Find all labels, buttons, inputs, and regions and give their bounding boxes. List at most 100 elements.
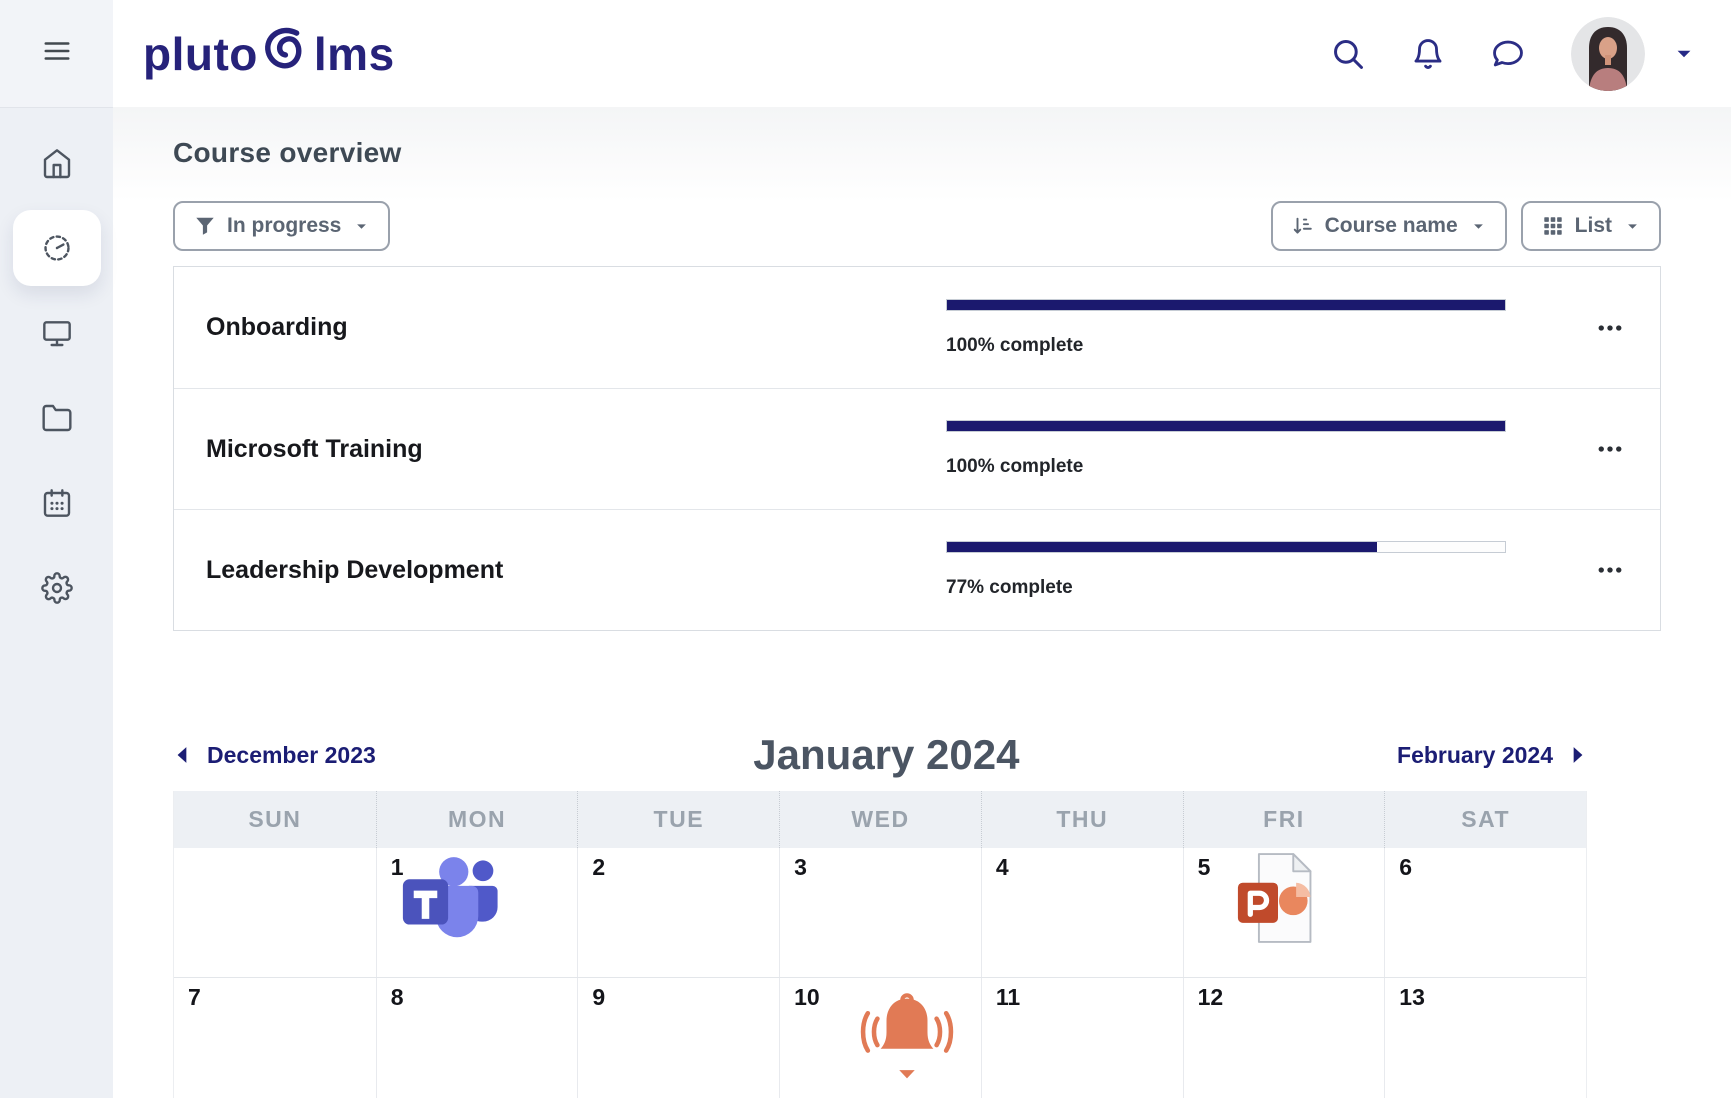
calendar-day-cell[interactable]: 9 xyxy=(577,978,779,1098)
search-icon[interactable] xyxy=(1331,37,1365,71)
course-options-kebab-icon[interactable] xyxy=(1596,556,1624,584)
calendar-prev-month-link[interactable]: December 2023 xyxy=(173,742,376,769)
progress-bar-track xyxy=(946,420,1506,432)
calendar-next-month-link[interactable]: February 2024 xyxy=(1397,742,1587,769)
course-name-link[interactable]: Onboarding xyxy=(206,313,348,341)
course-row[interactable]: Onboarding 100% complete xyxy=(174,267,1660,388)
sort-descending-icon xyxy=(1292,215,1314,237)
calendar-nav: December 2023 January 2024 February 2024 xyxy=(173,731,1587,779)
sidebar-item-screens[interactable] xyxy=(13,295,101,371)
calendar-weekday-header: SUN MON TUE WED THU FRI SAT xyxy=(174,791,1586,848)
messages-chat-icon[interactable] xyxy=(1491,37,1525,71)
course-name-link[interactable]: Leadership Development xyxy=(206,555,504,584)
weekday-sun: SUN xyxy=(248,806,302,832)
gear-icon xyxy=(40,572,73,604)
sidebar-item-calendar[interactable] xyxy=(13,465,101,541)
calendar-day-cell[interactable]: 1 xyxy=(375,848,578,977)
topbar-icon-group xyxy=(1331,37,1525,71)
calendar-week-row: 7 8 9 10 11 12 13 xyxy=(174,977,1586,1098)
notifications-bell-icon[interactable] xyxy=(1411,37,1445,71)
home-icon xyxy=(41,147,73,179)
day-number: 6 xyxy=(1399,854,1413,880)
calendar-day-cell[interactable]: 2 xyxy=(577,848,779,977)
course-list: Onboarding 100% complete Microsoft Train… xyxy=(173,266,1661,631)
course-name-link[interactable]: Microsoft Training xyxy=(206,434,423,463)
course-options-kebab-icon[interactable] xyxy=(1596,435,1624,463)
weekday-tue: TUE xyxy=(577,791,779,848)
sidebar-nav xyxy=(0,116,113,626)
calendar-day-cell[interactable]: 13 xyxy=(1384,978,1586,1098)
reminder-bell-icon[interactable] xyxy=(856,988,958,1084)
sidebar-item-dashboard[interactable] xyxy=(12,210,101,286)
day-number: 13 xyxy=(1399,984,1425,1010)
calendar-day-cell[interactable] xyxy=(174,848,376,977)
user-avatar[interactable] xyxy=(1571,16,1645,91)
progress-bar-fill xyxy=(947,542,1377,552)
calendar-day-cell[interactable]: 6 xyxy=(1384,848,1586,977)
progress-bar-fill xyxy=(947,299,1505,310)
sort-caret-down-icon xyxy=(1471,219,1486,234)
calendar-day-cell[interactable]: 7 xyxy=(174,978,376,1098)
ms-teams-icon[interactable] xyxy=(401,854,499,946)
hamburger-menu-icon[interactable] xyxy=(42,36,72,71)
filter-dropdown-button[interactable]: In progress xyxy=(173,201,391,251)
pluto-swirl-icon xyxy=(260,26,312,82)
day-number: 2 xyxy=(592,854,606,880)
sidebar-item-home[interactable] xyxy=(13,125,101,201)
filter-dropdown-label: In progress xyxy=(227,214,342,237)
page-title: Course overview xyxy=(173,137,402,168)
progress-label: 100% complete xyxy=(946,456,1084,477)
day-number: 9 xyxy=(592,984,606,1010)
grid-view-icon xyxy=(1542,215,1564,237)
day-number: 4 xyxy=(995,854,1009,880)
course-row[interactable]: Leadership Development 77% complete xyxy=(174,509,1660,630)
sidebar-item-files[interactable] xyxy=(13,380,101,456)
calendar-next-month-label: February 2024 xyxy=(1397,741,1553,768)
calendar-body: 1 2 3 4 5 6 7 8 9 10 11 12 13 xyxy=(174,848,1586,1098)
course-progress: 100% complete xyxy=(946,298,1506,357)
calendar-day-cell[interactable]: 5 xyxy=(1182,848,1385,977)
arrow-right-icon xyxy=(1573,747,1583,763)
topbar-actions xyxy=(1331,16,1695,91)
calendar-prev-month-label: December 2023 xyxy=(207,741,376,768)
calendar-day-cell[interactable]: 3 xyxy=(779,848,981,977)
calendar-day-cell[interactable]: 11 xyxy=(980,978,1183,1098)
view-dropdown-button[interactable]: List xyxy=(1520,201,1661,251)
day-number: 7 xyxy=(188,984,201,1010)
sort-dropdown-button[interactable]: Course name xyxy=(1270,201,1507,251)
weekday-fri: FRI xyxy=(1182,791,1385,848)
monitor-icon xyxy=(41,317,73,349)
calendar-day-cell[interactable]: 8 xyxy=(375,978,578,1098)
calendar-icon xyxy=(41,487,73,519)
topbar: pluto lms xyxy=(113,0,1731,107)
weekday-wed: WED xyxy=(779,791,981,848)
powerpoint-file-icon[interactable] xyxy=(1236,851,1320,945)
course-progress: 77% complete xyxy=(946,541,1506,599)
calendar-day-cell[interactable]: 10 xyxy=(779,978,981,1098)
view-caret-down-icon xyxy=(1625,219,1640,234)
sort-dropdown-label: Course name xyxy=(1324,214,1458,237)
weekday-thu: THU xyxy=(980,791,1183,848)
view-dropdown-label: List xyxy=(1574,214,1612,237)
progress-bar-track xyxy=(946,298,1506,311)
calendar-day-cell[interactable]: 4 xyxy=(980,848,1183,977)
day-number: 10 xyxy=(794,984,820,1010)
calendar-week-row: 1 2 3 4 5 6 xyxy=(174,848,1586,977)
day-number: 3 xyxy=(794,854,807,880)
arrow-left-icon xyxy=(177,747,187,763)
profile-caret-down-icon[interactable] xyxy=(1673,43,1695,65)
pluto-lms-logo: pluto lms xyxy=(143,26,395,82)
calendar-grid: SUN MON TUE WED THU FRI SAT 1 2 3 4 5 6 7 8 9 10 11 12 13 xyxy=(173,791,1587,1098)
dashboard-gauge-icon xyxy=(41,232,73,264)
course-row[interactable]: Microsoft Training 100% complete xyxy=(174,388,1660,509)
main-content: Course overview In progress Course name xyxy=(113,107,1731,1098)
calendar-day-cell[interactable]: 12 xyxy=(1182,978,1385,1098)
sidebar xyxy=(0,0,113,1098)
weekday-sat: SAT xyxy=(1384,791,1586,848)
filter-caret-down-icon xyxy=(354,219,369,234)
progress-bar-fill xyxy=(947,421,1505,431)
course-progress: 100% complete xyxy=(946,420,1506,478)
course-toolbar: In progress Course name xyxy=(173,201,1661,251)
course-options-kebab-icon[interactable] xyxy=(1596,314,1624,342)
sidebar-item-settings[interactable] xyxy=(13,550,101,626)
